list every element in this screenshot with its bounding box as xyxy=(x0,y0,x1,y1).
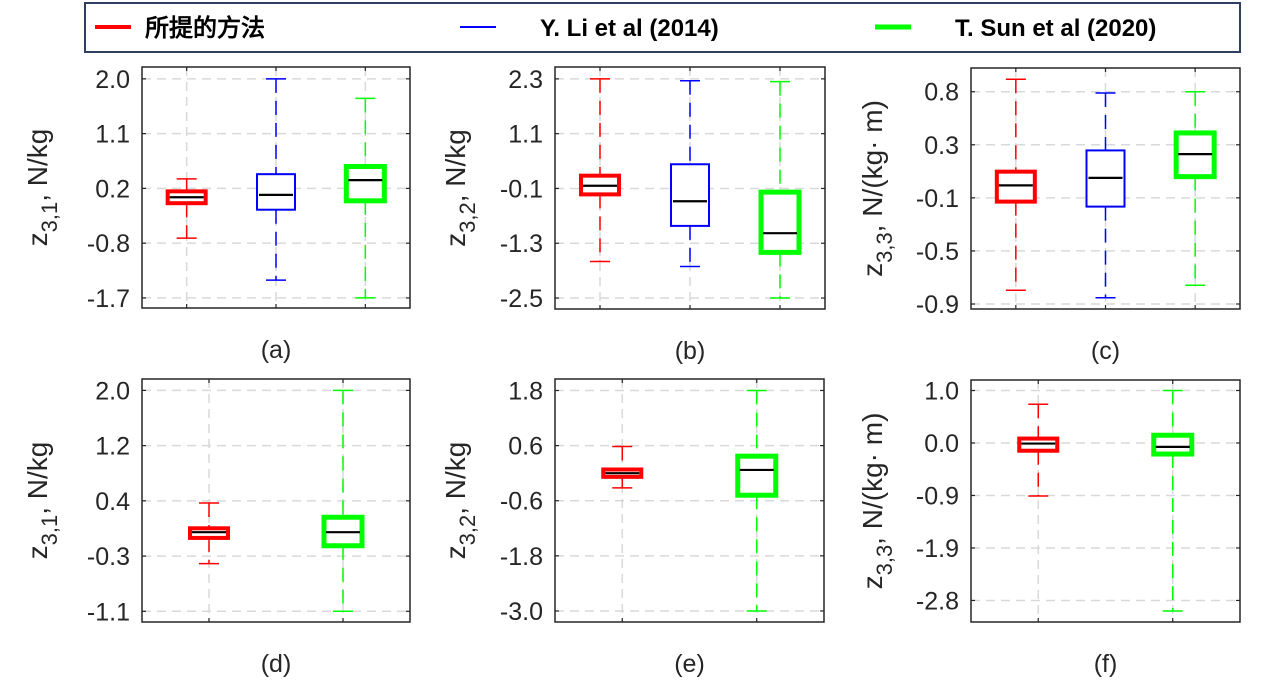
y-label-subscript: 3,2 xyxy=(455,515,480,546)
y-tick-label: -0.8 xyxy=(87,230,130,258)
y-axis-label: z3,1, N/kg xyxy=(22,442,62,560)
y-tick-label: 1.1 xyxy=(508,121,543,149)
box-proposed xyxy=(1017,403,1060,497)
y-tick-label: 0.2 xyxy=(95,175,130,203)
legend: 所提的方法 Y. Li et al (2014) T. Sun et al (202… xyxy=(84,2,1241,53)
y-label-subscript: 3,3 xyxy=(872,232,897,263)
panel-c: 0.8 0.3 -0.1 -0.5 -0.9 z3,3, N/(kg· m) (c) xyxy=(857,67,1241,365)
y-axis-label: z3,1, N/kg xyxy=(22,129,62,247)
y-axis-label: z3,3, N/(kg· m) xyxy=(857,413,897,590)
panel-d: 2.0 1.2 0.4 -0.3 -1.1 z3,1, N/kg (d) xyxy=(22,377,411,678)
y-tick-label: -1.7 xyxy=(87,285,130,313)
y-tick-label: -0.5 xyxy=(916,238,959,266)
box-sun2020 xyxy=(1151,389,1195,612)
box-sun2020 xyxy=(321,389,365,613)
y-axis-label: z3,3, N/(kg· m) xyxy=(857,100,897,277)
box-proposed xyxy=(188,502,230,565)
y-axis-label: z3,2, N/kg xyxy=(440,442,480,560)
y-tick-label: -0.6 xyxy=(500,488,543,516)
box-li2014 xyxy=(670,79,710,268)
y-label-unit: , N/(kg· m) xyxy=(857,100,888,232)
y-tick-label: -1.8 xyxy=(500,543,543,571)
y-label-subscript: 3,1 xyxy=(37,515,62,546)
iqr-box xyxy=(1151,432,1195,457)
y-tick-label: 0.6 xyxy=(508,433,543,461)
legend-entry: Y. Li et al (2014) xyxy=(460,15,719,42)
iqr-box xyxy=(758,189,802,255)
box-sun2020 xyxy=(735,389,779,612)
y-label-symbol: z xyxy=(22,545,53,559)
panel-e: 1.8 0.6 -0.6 -1.8 -3.0 z3,2, N/kg (e) xyxy=(440,377,825,678)
y-tick-label: 1.2 xyxy=(95,433,130,461)
y-tick-label: 0.0 xyxy=(924,430,959,458)
y-label-unit: , N/kg xyxy=(22,442,53,515)
y-label-subscript: 3,1 xyxy=(37,202,62,233)
y-tick-label: -0.3 xyxy=(87,543,130,571)
panel-label: (c) xyxy=(1091,337,1120,365)
box-proposed xyxy=(579,78,621,263)
legend-label: Y. Li et al (2014) xyxy=(540,15,719,42)
panel-label: (a) xyxy=(261,336,292,364)
y-tick-label: 1.8 xyxy=(508,377,543,405)
y-tick-label: -2.8 xyxy=(916,587,959,615)
y-label-unit: , N/kg xyxy=(22,129,53,202)
box-proposed xyxy=(994,78,1037,292)
panel-label: (d) xyxy=(261,650,292,678)
box-proposed xyxy=(165,178,208,239)
iqr-box xyxy=(735,453,779,498)
y-tick-label: 2.0 xyxy=(95,66,130,94)
iqr-box xyxy=(670,163,710,227)
y-tick-label: -1.3 xyxy=(500,230,543,258)
y-tick-label: -0.9 xyxy=(916,482,959,510)
iqr-box xyxy=(1017,436,1060,453)
y-tick-label: -1.1 xyxy=(87,598,130,626)
y-label-symbol: z xyxy=(857,575,888,589)
y-label-symbol: z xyxy=(857,263,888,277)
y-tick-label: 1.0 xyxy=(924,377,959,405)
axes-frame xyxy=(970,379,1241,623)
box-li2014 xyxy=(1085,92,1126,299)
legend-entry: 所提的方法 xyxy=(95,14,265,42)
y-label-unit: , N/(kg· m) xyxy=(857,413,888,545)
y-tick-label: -0.1 xyxy=(916,185,959,213)
y-label-unit: , N/kg xyxy=(440,129,471,202)
iqr-box xyxy=(994,169,1037,204)
legend-label: T. Sun et al (2020) xyxy=(955,15,1156,42)
y-label-symbol: z xyxy=(22,232,53,246)
panel-label: (b) xyxy=(675,337,706,365)
y-tick-label: -0.9 xyxy=(916,291,959,319)
box-li2014 xyxy=(256,78,296,281)
y-tick-label: 0.3 xyxy=(924,132,959,160)
box-sun2020 xyxy=(758,80,802,299)
y-label-symbol: z xyxy=(440,233,471,247)
legend-entry: T. Sun et al (2020) xyxy=(875,15,1156,42)
box-sun2020 xyxy=(1173,90,1217,287)
panel-f: 1.0 0.0 -0.9 -1.9 -2.8 z3,3, N/(kg· m) (f) xyxy=(857,377,1241,678)
y-tick-label: -1.9 xyxy=(916,535,959,563)
legend-label: 所提的方法 xyxy=(145,14,265,42)
y-label-symbol: z xyxy=(440,545,471,559)
panel-label: (e) xyxy=(674,650,705,678)
y-tick-label: -3.0 xyxy=(500,598,543,626)
box-proposed xyxy=(601,445,644,489)
y-label-subscript: 3,2 xyxy=(455,202,480,233)
y-label-unit: , N/kg xyxy=(440,442,471,515)
iqr-box xyxy=(256,173,296,211)
y-tick-label: -2.5 xyxy=(500,285,543,313)
panel-label: (f) xyxy=(1094,650,1118,678)
y-axis-label: z3,2, N/kg xyxy=(440,129,480,247)
panel-a: 2.0 1.1 0.2 -0.8 -1.7 z3,1, N/kg (a) xyxy=(22,66,411,364)
y-label-subscript: 3,3 xyxy=(872,545,897,576)
legend-box xyxy=(84,2,1241,53)
y-tick-label: 2.3 xyxy=(508,66,543,94)
y-tick-label: 2.0 xyxy=(95,377,130,405)
y-tick-label: -0.1 xyxy=(500,175,543,203)
panel-b: 2.3 1.1 -0.1 -1.3 -2.5 z3,2, N/kg (b) xyxy=(440,66,826,365)
iqr-box xyxy=(343,163,387,204)
box-sun2020 xyxy=(343,97,387,299)
y-tick-label: 1.1 xyxy=(95,121,130,149)
y-tick-label: 0.4 xyxy=(95,488,130,516)
y-tick-label: 0.8 xyxy=(924,79,959,107)
